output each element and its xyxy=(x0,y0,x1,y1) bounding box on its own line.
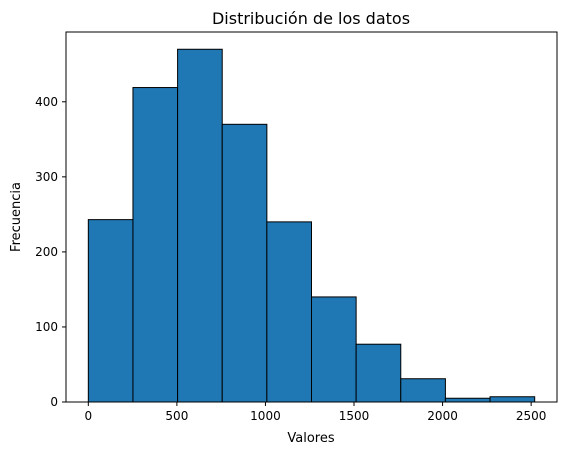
y-tick-label: 100 xyxy=(35,320,58,334)
x-axis-ticks: 0 500 1000 1500 2000 2500 xyxy=(84,402,546,423)
histogram-bar-9 xyxy=(444,397,491,403)
x-tick-label: 1500 xyxy=(339,409,370,423)
histogram-bar-4 xyxy=(221,123,268,403)
chart-title: Distribución de los datos xyxy=(212,9,410,28)
y-axis-ticks: 0 100 200 300 400 xyxy=(35,95,66,409)
histogram-bar-8 xyxy=(400,378,446,403)
histogram-bar-6 xyxy=(311,296,357,403)
histogram-bar-7 xyxy=(355,343,402,403)
y-tick-label: 0 xyxy=(50,395,58,409)
x-tick-label: 0 xyxy=(84,409,92,423)
y-tick-label: 400 xyxy=(35,95,58,109)
x-tick-label: 1000 xyxy=(250,409,281,423)
x-tick-label: 2500 xyxy=(516,409,547,423)
x-tick-label: 500 xyxy=(165,409,188,423)
bars-group xyxy=(87,48,536,403)
histogram-bar-1 xyxy=(87,219,134,403)
plot-frame xyxy=(65,31,558,403)
y-axis-label: Frecuencia xyxy=(9,182,24,252)
histogram-bar-5 xyxy=(266,221,313,403)
histogram-bar-3 xyxy=(177,48,223,403)
y-tick-label: 300 xyxy=(35,170,58,184)
y-tick-label: 200 xyxy=(35,245,58,259)
x-axis-label: Valores xyxy=(287,431,334,446)
histogram-bar-10 xyxy=(489,396,536,403)
x-tick-label: 2000 xyxy=(427,409,458,423)
histogram-bar-2 xyxy=(132,87,179,403)
